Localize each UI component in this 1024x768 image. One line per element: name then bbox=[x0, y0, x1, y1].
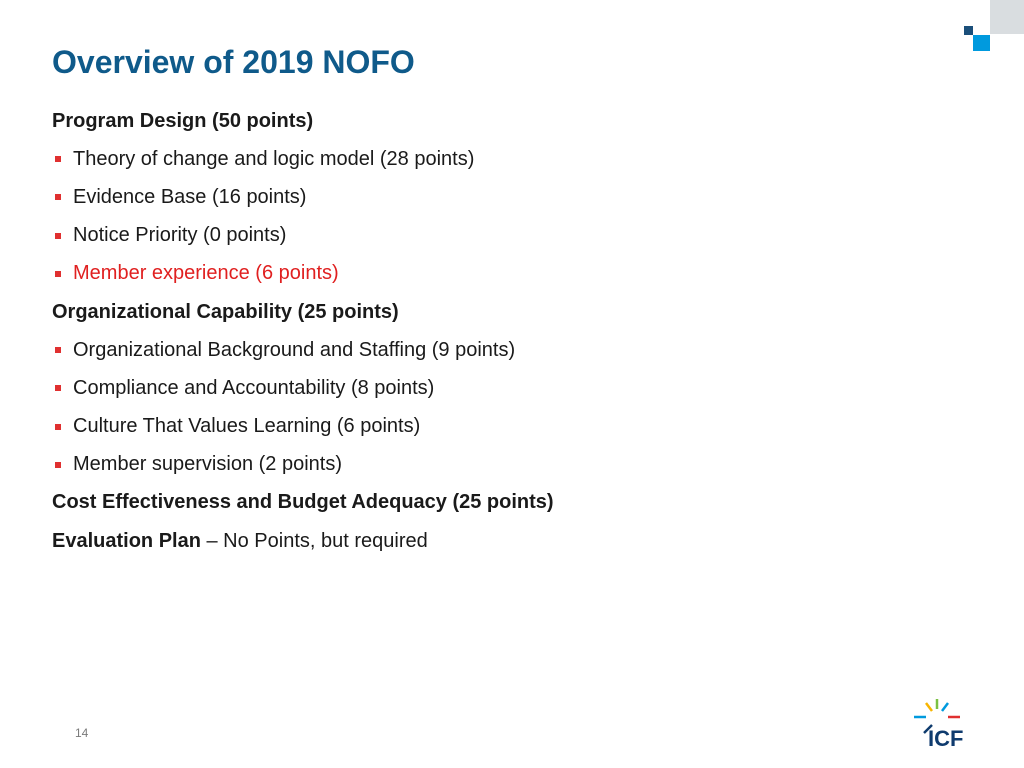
bullet-text: Theory of change and logic model (28 poi… bbox=[73, 147, 475, 170]
icf-logo-icon bbox=[914, 699, 960, 734]
decor-square-grey bbox=[990, 0, 1024, 34]
decor-square-dark bbox=[964, 26, 973, 35]
section-heading: Cost Effectiveness and Budget Adequacy (… bbox=[52, 478, 952, 528]
bullet-square-icon bbox=[55, 461, 61, 468]
bullet-square-icon bbox=[55, 232, 61, 239]
section-heading-text: Evaluation Plan bbox=[52, 529, 201, 552]
bullet-text-highlighted: Member experience (6 points) bbox=[73, 262, 339, 285]
bullet-square-icon bbox=[55, 423, 61, 430]
bullet-item: Evidence Base (16 points) bbox=[52, 172, 952, 222]
bullet-text: Evidence Base (16 points) bbox=[73, 185, 307, 208]
bullet-square-icon bbox=[55, 270, 61, 277]
slide-title: Overview of 2019 NOFO bbox=[52, 44, 415, 80]
bullet-square-icon bbox=[55, 385, 61, 392]
bullet-text: Notice Priority (0 points) bbox=[73, 224, 287, 247]
bullet-item: Theory of change and logic model (28 poi… bbox=[52, 134, 952, 184]
bullet-item: Member supervision (2 points) bbox=[52, 440, 952, 490]
bullet-item: Organizational Background and Staffing (… bbox=[52, 325, 952, 375]
bullet-item: Notice Priority (0 points) bbox=[52, 211, 952, 261]
bullet-item: Compliance and Accountability (8 points) bbox=[52, 363, 952, 413]
corner-decoration bbox=[0, 0, 1024, 60]
bullet-text: Compliance and Accountability (8 points) bbox=[73, 376, 435, 399]
section-heading-text: Cost Effectiveness and Budget Adequacy (… bbox=[52, 491, 554, 514]
page-number: 14 bbox=[75, 726, 89, 740]
bullet-item: Culture That Values Learning (6 points) bbox=[52, 402, 952, 452]
bullet-square-icon bbox=[55, 347, 61, 354]
section-heading-text: Program Design (50 points) bbox=[52, 109, 314, 132]
bullet-text: Culture That Values Learning (6 points) bbox=[73, 415, 421, 438]
section-heading-mixed: Evaluation Plan – No Points, but require… bbox=[52, 516, 952, 566]
decor-square-cyan bbox=[973, 35, 990, 51]
bullet-text: Organizational Background and Staffing (… bbox=[73, 338, 516, 361]
slide-content: Program Design (50 points) Theory of cha… bbox=[52, 104, 952, 566]
bullet-item-highlighted: Member experience (6 points) bbox=[52, 249, 952, 299]
section-heading: Program Design (50 points) bbox=[52, 96, 952, 146]
icf-logo-text: ICF bbox=[928, 726, 964, 751]
bullet-text: Member supervision (2 points) bbox=[73, 453, 342, 476]
bullet-square-icon bbox=[55, 156, 61, 163]
section-heading: Organizational Capability (25 points) bbox=[52, 287, 952, 337]
bullet-square-icon bbox=[55, 194, 61, 201]
section-heading-text: Organizational Capability (25 points) bbox=[52, 300, 399, 323]
section-heading-note: – No Points, but required bbox=[200, 529, 428, 552]
